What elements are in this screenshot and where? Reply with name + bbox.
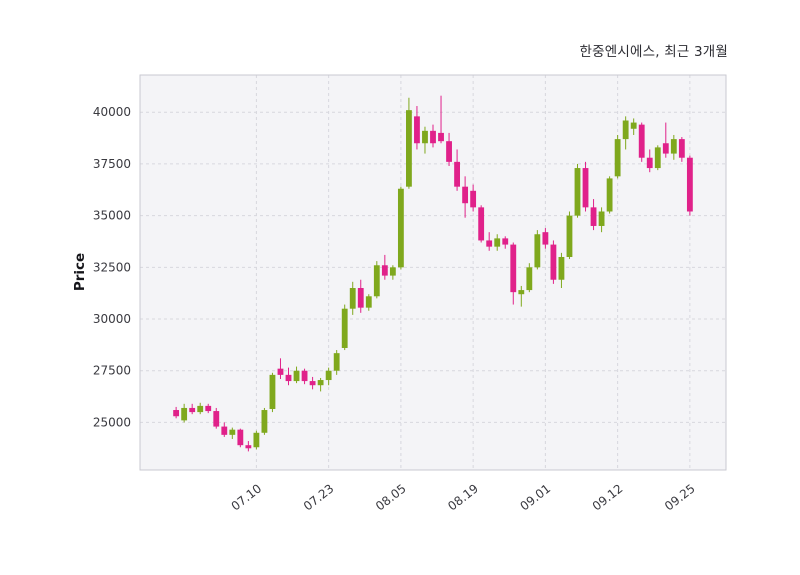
- candle: [590, 199, 597, 231]
- y-tick-label: 37500: [93, 157, 131, 171]
- y-tick-label: 40000: [93, 105, 131, 119]
- candle: [406, 97, 412, 189]
- candle: [638, 122, 645, 162]
- candle: [438, 95, 444, 144]
- candle: [558, 252, 565, 289]
- candle: [229, 427, 236, 439]
- chart-title: 한중엔시에스, 최근 3개월: [579, 44, 728, 60]
- candle: [381, 254, 388, 280]
- candle: [622, 116, 629, 150]
- candle: [181, 403, 188, 423]
- candle: [534, 230, 541, 270]
- candle: [422, 126, 428, 154]
- candle: [245, 441, 252, 452]
- y-tick-label: 25000: [93, 415, 131, 429]
- candle: [502, 236, 509, 249]
- candle: [454, 149, 460, 191]
- x-tick-label: 09.01: [518, 481, 554, 513]
- candle: [574, 163, 581, 218]
- plot-border: [139, 74, 727, 471]
- x-tick-label: 07.10: [229, 481, 265, 513]
- candle: [341, 304, 348, 351]
- candle: [389, 265, 396, 280]
- candle: [221, 422, 228, 437]
- candle: [542, 228, 549, 249]
- candle: [414, 106, 420, 150]
- candle: [478, 205, 485, 243]
- candle: [678, 137, 685, 162]
- candle: [518, 285, 525, 307]
- candle: [686, 155, 693, 216]
- candle: [349, 281, 356, 315]
- candle: [365, 294, 372, 311]
- x-tick-label: 08.05: [373, 481, 409, 513]
- candle: [173, 406, 180, 419]
- candle: [446, 132, 452, 166]
- candle: [309, 376, 316, 390]
- candle: [357, 279, 364, 313]
- candle: [293, 366, 300, 384]
- candle: [269, 372, 276, 413]
- candle: [462, 176, 469, 218]
- candle: [397, 186, 404, 270]
- y-tick-label: 30000: [93, 312, 131, 326]
- candle: [582, 161, 589, 212]
- x-tick-label: 09.12: [590, 481, 626, 513]
- candle: [261, 407, 268, 435]
- x-tick-label: 09.25: [662, 481, 698, 513]
- candle: [317, 377, 324, 392]
- candle: [606, 176, 613, 214]
- candle: [277, 358, 284, 380]
- y-tick-label: 27500: [93, 364, 131, 378]
- candle: [333, 350, 340, 375]
- x-tick-labels: 07.10 07.23 08.05 08.19 09.01 09.12 09.25: [229, 481, 698, 513]
- candle: [662, 122, 669, 158]
- x-tick-label: 07.23: [301, 481, 337, 513]
- candle: [598, 207, 605, 233]
- candle: [325, 367, 332, 386]
- candle: [189, 403, 196, 415]
- candle: [430, 124, 436, 148]
- candle: [470, 184, 477, 212]
- x-tick-label: 08.19: [445, 481, 481, 513]
- candle: [566, 211, 573, 260]
- candle: [486, 232, 493, 251]
- candles-group: [173, 95, 693, 452]
- y-tick-labels: 25000 27500 30000 32500 35000 37500 40000: [93, 105, 131, 429]
- candle: [213, 407, 220, 429]
- candle: [646, 149, 653, 173]
- candle: [237, 428, 244, 448]
- candle: [630, 118, 637, 135]
- candle: [526, 263, 533, 293]
- y-tick-label: 32500: [93, 260, 131, 274]
- candle: [205, 403, 212, 414]
- candle: [373, 261, 380, 299]
- candle: [494, 234, 501, 251]
- candle: [197, 402, 204, 415]
- candle: [614, 134, 621, 179]
- candle: [654, 145, 661, 171]
- candle: [510, 242, 517, 305]
- candle: [550, 240, 557, 284]
- gridlines: [140, 75, 726, 470]
- candle: [670, 134, 677, 160]
- candle: [253, 430, 260, 450]
- candle: [285, 367, 292, 386]
- candle: [301, 368, 308, 385]
- y-tick-label: 35000: [93, 209, 131, 223]
